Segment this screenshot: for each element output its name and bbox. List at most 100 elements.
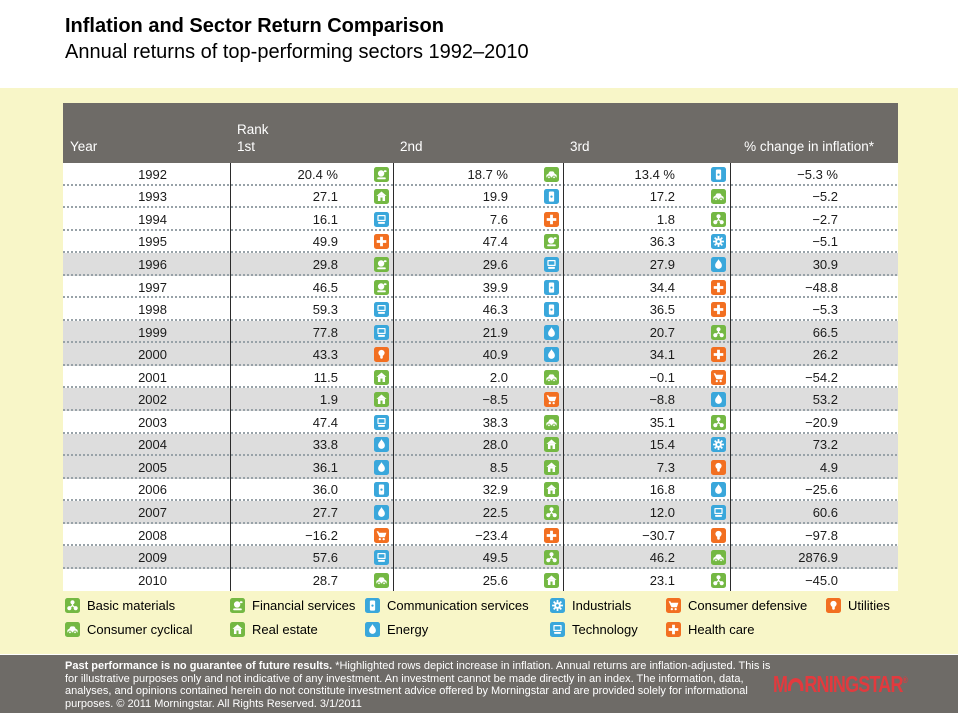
return-value: −8.5 xyxy=(482,392,508,408)
table-row: 1995 49.9 47.4 36.3 −5.1 xyxy=(63,230,898,254)
industrials-icon xyxy=(711,234,726,250)
inflation-cell: −97.8 xyxy=(805,527,838,543)
header-1st-label: 1st xyxy=(237,139,256,154)
rank-1-cell: 49.9 xyxy=(230,234,393,250)
inflation-cell: 4.9 xyxy=(819,459,838,475)
rank-2-cell: 49.5 xyxy=(393,550,563,566)
technology-icon xyxy=(374,414,389,430)
energy-icon xyxy=(374,437,389,453)
header-inflation: % change in inflation* xyxy=(730,103,898,163)
table-row: 2002 1.9 −8.5 −8.8 53.2 xyxy=(63,388,898,412)
rank-3-cell: 27.9 xyxy=(563,256,730,272)
rank-2-cell: 39.9 xyxy=(393,279,563,295)
return-value: 15.4 xyxy=(649,437,675,453)
return-value: 40.9 xyxy=(482,347,508,363)
legend-item-basic-materials: Basic materials xyxy=(65,598,175,613)
technology-icon xyxy=(374,324,389,340)
return-value: 29.6 xyxy=(482,256,508,272)
rank-2-cell: 40.9 xyxy=(393,347,563,363)
energy-icon xyxy=(711,392,726,408)
inflation-cell: −45.0 xyxy=(805,572,838,588)
rank-3-cell: 7.3 xyxy=(563,459,730,475)
rank-2-cell: 2.0 xyxy=(393,369,563,385)
return-value: 38.3 xyxy=(482,414,508,430)
rank-1-cell: 43.3 xyxy=(230,347,393,363)
legend-item-industrials: Industrials xyxy=(550,598,631,613)
table-body: 1992 20.4 % 18.7 % 13.4 % −5.3 % 1993 27.1 19.9… xyxy=(63,163,898,592)
table-row: 2003 47.4 38.3 35.1 −20.9 xyxy=(63,411,898,434)
technology-icon xyxy=(550,622,565,637)
real-estate-icon xyxy=(374,369,389,385)
rank-1-cell: 29.8 xyxy=(230,256,393,272)
rank-3-cell: 15.4 xyxy=(563,437,730,453)
consumer-cyclical-icon xyxy=(374,572,389,588)
disclaimer-text: Past performance is no guarantee of futu… xyxy=(65,660,779,710)
legend-label: Technology xyxy=(572,622,638,637)
rank-2-cell: 32.9 xyxy=(393,482,563,498)
financial-services-icon xyxy=(374,256,389,272)
return-value: 59.3 xyxy=(312,302,338,318)
legend-label: Industrials xyxy=(572,598,632,613)
legend-item-technology: Technology xyxy=(550,622,638,637)
real-estate-icon xyxy=(544,459,559,475)
rank-1-cell: 36.0 xyxy=(230,482,393,498)
year-cell: 1995 xyxy=(138,234,167,250)
rank-2-cell: 46.3 xyxy=(393,302,563,318)
year-cell: 2005 xyxy=(138,459,167,475)
return-value: 2.0 xyxy=(489,369,508,385)
utilities-icon xyxy=(711,459,726,475)
rank-3-cell: 23.1 xyxy=(563,572,730,588)
header-inflation-label: % change in inflation* xyxy=(744,139,874,154)
return-value: −0.1 xyxy=(649,369,675,385)
rank-2-cell: 19.9 xyxy=(393,189,563,205)
communication-services-icon xyxy=(374,482,389,498)
logo-text-m: M xyxy=(773,671,788,697)
return-value: 21.9 xyxy=(482,324,508,340)
page-subtitle: Annual returns of top-performing sectors… xyxy=(65,41,529,63)
legend-item-communication-services: Communication services xyxy=(365,598,529,613)
legend-item-energy: Energy xyxy=(365,622,428,637)
return-value: −16.2 xyxy=(305,527,338,543)
return-value: 39.9 xyxy=(482,279,508,295)
technology-icon xyxy=(711,504,726,520)
communication-services-icon xyxy=(711,166,726,182)
utilities-icon xyxy=(374,347,389,363)
table-row: 1999 77.8 21.9 20.7 66.5 xyxy=(63,320,898,344)
rank-1-cell: 46.5 xyxy=(230,279,393,295)
rank-1-cell: 27.1 xyxy=(230,189,393,205)
return-value: 8.5 xyxy=(489,459,508,475)
column-divider xyxy=(230,163,231,591)
return-value: 27.1 xyxy=(312,189,338,205)
consumer-defensive-icon xyxy=(666,598,681,613)
logo-registered-mark: ® xyxy=(902,675,908,685)
rank-2-cell: 21.9 xyxy=(393,324,563,340)
return-value: 1.8 xyxy=(656,211,675,227)
return-value: 22.5 xyxy=(482,504,508,520)
year-cell: 1997 xyxy=(138,279,167,295)
industrials-icon xyxy=(711,437,726,453)
consumer-defensive-icon xyxy=(544,392,559,408)
financial-services-icon xyxy=(374,279,389,295)
rank-1-cell: 59.3 xyxy=(230,302,393,318)
health-care-icon xyxy=(666,622,681,637)
consumer-defensive-icon xyxy=(374,527,389,543)
rank-2-cell: 8.5 xyxy=(393,459,563,475)
return-value: 49.5 xyxy=(482,550,508,566)
communication-services-icon xyxy=(544,302,559,318)
return-value: 27.9 xyxy=(649,256,675,272)
legend-label: Basic materials xyxy=(87,598,176,613)
inflation-cell: −5.1 xyxy=(812,234,838,250)
energy-icon xyxy=(365,622,380,637)
rank-1-cell: −16.2 xyxy=(230,527,393,543)
return-value: 1.9 xyxy=(319,392,338,408)
consumer-cyclical-icon xyxy=(65,622,80,637)
rank-1-cell: 27.7 xyxy=(230,504,393,520)
consumer-cyclical-icon xyxy=(544,369,559,385)
rank-3-cell: 35.1 xyxy=(563,414,730,430)
rank-2-cell: 7.6 xyxy=(393,211,563,227)
rank-3-cell: 13.4 % xyxy=(563,166,730,182)
return-value: 12.0 xyxy=(649,504,675,520)
return-value: 36.5 xyxy=(649,302,675,318)
inflation-cell: 30.9 xyxy=(812,256,838,272)
rank-1-cell: 11.5 xyxy=(230,369,393,385)
